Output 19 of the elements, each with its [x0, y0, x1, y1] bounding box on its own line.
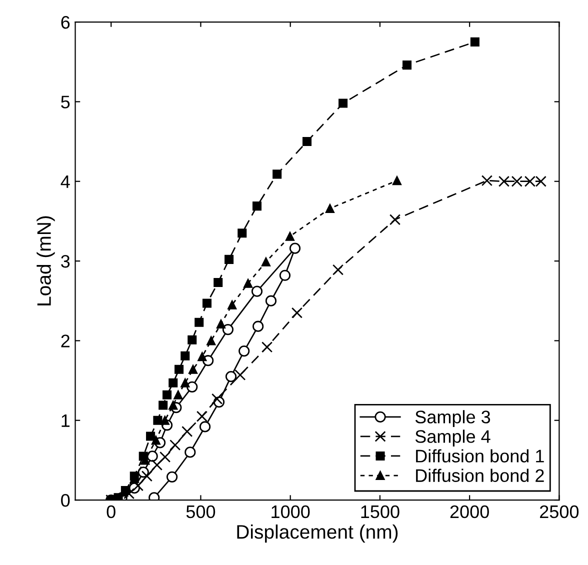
y-tick-label: 3 — [61, 254, 70, 268]
y-tick-label: 1 — [62, 414, 70, 427]
x-tick-label: 0 — [106, 505, 116, 518]
legend-label: Diffusion bond 2 — [416, 468, 544, 482]
x-tick-label: 2500 — [540, 505, 579, 518]
x-tick-label: 500 — [186, 505, 216, 518]
legend-label: Diffusion bond 1 — [416, 449, 544, 462]
y-tick-label: 5 — [61, 96, 70, 108]
x-tick-label: 2000 — [450, 505, 489, 518]
y-tick-label: 4 — [60, 175, 70, 188]
x-tick-label: 1500 — [361, 505, 400, 518]
y-axis-title: Load (mN) — [36, 216, 55, 306]
x-axis-title: Displacement (nm) — [237, 524, 398, 543]
y-tick-label: 2 — [61, 334, 70, 348]
x-tick-label: 1000 — [272, 505, 310, 518]
y-tick-label: 6 — [61, 16, 70, 29]
legend-label: Sample 3 — [415, 410, 490, 427]
y-tick-label: 0 — [61, 494, 70, 507]
legend-label: Sample 4 — [415, 430, 490, 446]
